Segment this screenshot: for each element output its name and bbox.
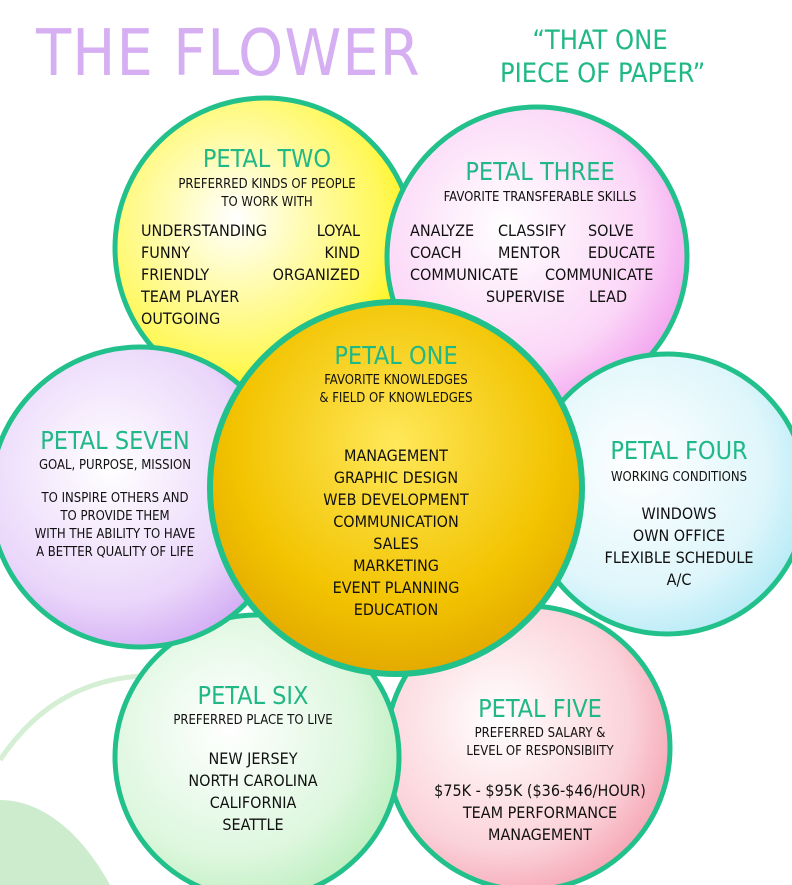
list-item: SALES xyxy=(373,534,419,553)
petal-two-title: PETAL TWO xyxy=(202,144,332,173)
petal-seven-title: PETAL SEVEN xyxy=(40,426,190,455)
petal-one-text: PETAL ONE FAVORITE KNOWLEDGES & FIELD OF… xyxy=(296,342,496,408)
stem-curve xyxy=(0,673,141,762)
list-item: MENTOR xyxy=(498,243,561,262)
petal-three-row: LEAD xyxy=(589,286,627,308)
list-item: FRIENDLY xyxy=(141,265,210,284)
petal-five-list: $75K - $95K ($36-$46/HOUR) TEAM PERFORMA… xyxy=(420,780,660,846)
list-item: COMMUNICATE xyxy=(410,265,519,284)
subtitle-line: PIECE OF PAPER” xyxy=(500,58,706,89)
petal-three-row: COACH xyxy=(410,242,462,264)
leaf-shape xyxy=(0,800,110,885)
petal-six-list: NEW JERSEY NORTH CAROLINA CALIFORNIA SEA… xyxy=(153,748,353,836)
petal-seven-text: PETAL SEVEN GOAL, PURPOSE, MISSION xyxy=(24,427,206,475)
petal-one-subtitle-line: FAVORITE KNOWLEDGES xyxy=(324,373,468,388)
list-item: WEB DEVELOPMENT xyxy=(323,490,469,509)
petal-five-title: PETAL FIVE xyxy=(478,694,602,723)
list-item: TEAM PLAYER xyxy=(141,287,240,306)
petal-three-row: EDUCATE xyxy=(588,242,655,264)
petal-three-text: PETAL THREE FAVORITE TRANSFERABLE SKILLS xyxy=(430,158,650,207)
list-item: FLEXIBLE SCHEDULE xyxy=(604,548,754,567)
list-item: TEAM PERFORMANCE xyxy=(462,803,618,822)
list-item: KIND xyxy=(324,243,360,262)
petal-two-subtitle-line: TO WORK WITH xyxy=(221,195,313,210)
list-item: GRAPHIC DESIGN xyxy=(333,468,459,487)
list-item: $75K - $95K ($36-$46/HOUR) xyxy=(434,781,646,800)
page-title: THE FLOWER xyxy=(36,17,421,91)
list-item: CLASSIFY xyxy=(498,221,566,240)
page-subtitle: “THAT ONE PIECE OF PAPER” xyxy=(500,24,706,90)
list-item: MANAGEMENT xyxy=(488,825,592,844)
petal-four-subtitle: WORKING CONDITIONS xyxy=(610,470,748,485)
list-item: TO PROVIDE THEM xyxy=(60,509,170,524)
petal-three-row: COMMUNICATE xyxy=(545,264,653,286)
list-item: FUNNY xyxy=(141,243,191,262)
list-item: COACH xyxy=(410,243,462,262)
petal-seven-list: TO INSPIRE OTHERS AND TO PROVIDE THEM WI… xyxy=(24,490,206,562)
petal-one-subtitle-line: & FIELD OF KNOWLEDGES xyxy=(319,391,473,406)
list-item: TO INSPIRE OTHERS AND xyxy=(41,491,189,506)
petal-three-row: COMMUNICATE xyxy=(410,264,518,286)
list-item: COMMUNICATE xyxy=(545,265,654,284)
petal-three-row: MENTOR xyxy=(498,242,560,264)
petal-five-subtitle-line: LEVEL OF RESPONSIBIITY xyxy=(466,744,614,759)
petal-two-text: PETAL TWO PREFERRED KINDS OF PEOPLE TO W… xyxy=(157,145,377,212)
list-item: LOYAL xyxy=(316,221,360,240)
list-item: MARKETING xyxy=(353,556,439,575)
list-item: MANAGEMENT xyxy=(344,446,448,465)
list-item: UNDERSTANDING xyxy=(141,221,268,240)
list-item: OUTGOING xyxy=(141,309,221,328)
list-item: EDUCATE xyxy=(588,243,656,262)
list-item: ANALYZE xyxy=(410,221,475,240)
petal-six-subtitle: PREFERRED PLACE TO LIVE xyxy=(173,713,333,728)
petal-seven-subtitle: GOAL, PURPOSE, MISSION xyxy=(38,458,191,473)
subtitle-line: “THAT ONE xyxy=(532,25,668,56)
list-item: SEATTLE xyxy=(222,815,284,834)
petal-four-text: PETAL FOUR WORKING CONDITIONS xyxy=(590,437,768,487)
list-item: OWN OFFICE xyxy=(632,526,726,545)
list-item: ORGANIZED xyxy=(272,265,360,284)
petal-three-subtitle: FAVORITE TRANSFERABLE SKILLS xyxy=(443,190,637,205)
petal-five-text: PETAL FIVE PREFERRED SALARY & LEVEL OF R… xyxy=(430,695,650,761)
list-item: NORTH CAROLINA xyxy=(188,771,318,790)
petal-two-list-left: UNDERSTANDING FUNNY FRIENDLY TEAM PLAYER… xyxy=(141,220,267,330)
petal-three-row: CLASSIFY xyxy=(498,220,566,242)
petal-two-subtitle-line: PREFERRED KINDS OF PEOPLE xyxy=(178,177,356,192)
list-item: EVENT PLANNING xyxy=(332,578,460,597)
list-item: NEW JERSEY xyxy=(208,749,298,768)
list-item: A/C xyxy=(666,570,692,589)
petal-three-row: SUPERVISE xyxy=(486,286,565,308)
petal-six-title: PETAL SIX xyxy=(197,681,309,710)
petal-one-list: MANAGEMENT GRAPHIC DESIGN WEB DEVELOPMEN… xyxy=(296,445,496,621)
petal-four-list: WINDOWS OWN OFFICE FLEXIBLE SCHEDULE A/C xyxy=(590,503,768,591)
list-item: LEAD xyxy=(589,287,628,306)
list-item: SOLVE xyxy=(588,221,634,240)
list-item: WINDOWS xyxy=(641,504,717,523)
petal-six-text: PETAL SIX PREFERRED PLACE TO LIVE xyxy=(153,682,353,730)
list-item: WITH THE ABILITY TO HAVE xyxy=(34,527,196,542)
petal-two-list-right: LOYAL KIND ORGANIZED xyxy=(250,220,360,286)
petal-five-subtitle-line: PREFERRED SALARY & xyxy=(474,726,606,741)
petal-three-row: ANALYZE xyxy=(410,220,474,242)
list-item: EDUCATION xyxy=(353,600,439,619)
list-item: A BETTER QUALITY OF LIFE xyxy=(36,545,194,560)
petal-one-title: PETAL ONE xyxy=(334,341,458,370)
petal-one-circle xyxy=(207,299,585,677)
petal-three-row: SOLVE xyxy=(588,220,634,242)
list-item: SUPERVISE xyxy=(486,287,565,306)
petal-four-title: PETAL FOUR xyxy=(610,436,748,465)
list-item: CALIFORNIA xyxy=(209,793,297,812)
petal-three-title: PETAL THREE xyxy=(465,157,615,186)
list-item: COMMUNICATION xyxy=(333,512,459,531)
